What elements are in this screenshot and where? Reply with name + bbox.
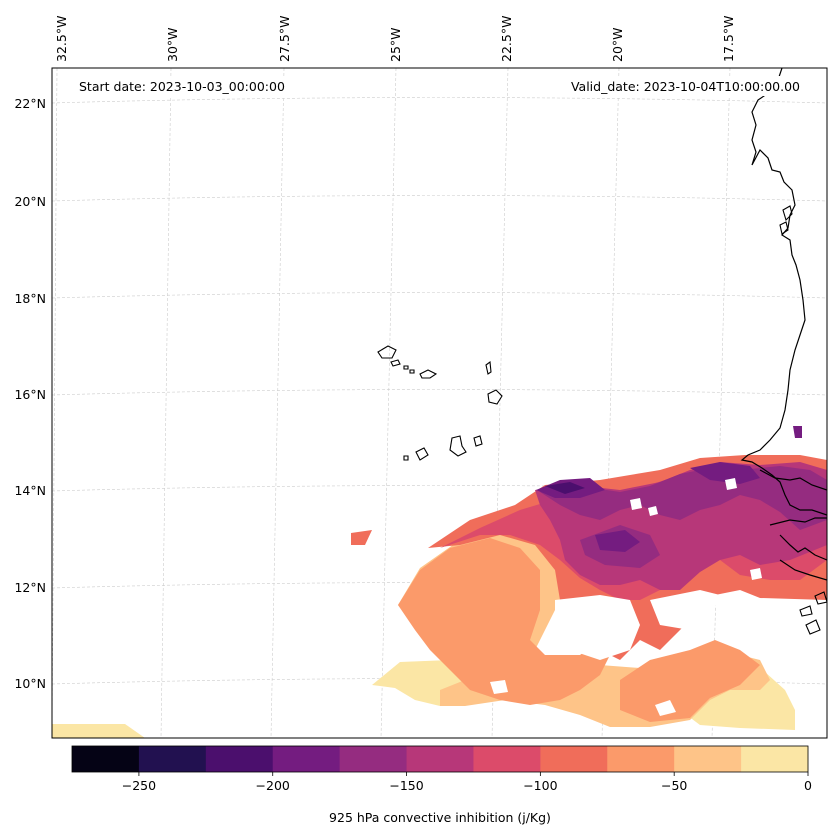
lat-label: 16°N xyxy=(14,387,46,402)
map-frame xyxy=(51,67,828,739)
lat-label: 12°N xyxy=(14,580,46,595)
cin-contours xyxy=(52,426,827,738)
contour-band-200-175 xyxy=(793,426,802,438)
colorbar-ticks: −250 −200 −150 −100 −50 0 xyxy=(122,772,812,793)
contour-band-200-175 xyxy=(690,462,760,484)
colorbar-tick-label: 0 xyxy=(804,778,812,793)
gridlines xyxy=(52,68,827,738)
lon-label: 32.5°W xyxy=(54,16,69,62)
colorbar-tick-label: −250 xyxy=(122,778,156,793)
lon-label: 27.5°W xyxy=(277,16,292,62)
contour-band-175-150 xyxy=(540,466,827,530)
coast-south xyxy=(779,559,827,581)
colorbar-swatch xyxy=(272,746,341,772)
mask-hole xyxy=(725,478,737,490)
colorbar: −250 −200 −150 −100 −50 0 925 hPa convective … xyxy=(71,745,812,825)
mask-hole xyxy=(650,590,720,630)
colorbar-swatch xyxy=(607,746,675,772)
colorbar-swatch xyxy=(741,746,809,772)
colorbar-swatch xyxy=(406,746,474,772)
colorbar-tick-label: −50 xyxy=(661,778,687,793)
lat-label: 14°N xyxy=(14,483,46,498)
colorbar-swatch xyxy=(72,746,140,772)
lat-label: 20°N xyxy=(14,194,46,209)
mask-hole xyxy=(630,498,642,510)
colorbar-label: 925 hPa convective inhibition (j/Kg) xyxy=(329,810,551,825)
lon-label: 25°W xyxy=(388,27,403,62)
coastlines xyxy=(740,68,827,581)
mask-hole xyxy=(750,568,762,580)
lat-label: 22°N xyxy=(14,96,46,111)
contour-band-225-200 xyxy=(545,482,585,494)
lon-label: 17.5°W xyxy=(721,16,736,62)
mask-hole xyxy=(655,700,676,716)
guinea-bissau-coast xyxy=(779,534,827,561)
cape-verde-islands xyxy=(377,205,827,635)
senegal-border xyxy=(759,469,827,491)
contour-band-200-175 xyxy=(595,530,640,552)
lat-label: 18°N xyxy=(14,291,46,306)
contour-band-100-75 xyxy=(351,530,372,545)
start-date-bg xyxy=(74,76,314,96)
colorbar-tick-label: −100 xyxy=(523,778,557,793)
africa-coastline xyxy=(740,68,827,516)
contour-band-25-0 xyxy=(52,724,145,738)
start-date-text: Start date: 2023-10-03_00:00:00 xyxy=(79,79,285,94)
contour-band-75-50 xyxy=(398,538,610,705)
contour-band-75-50 xyxy=(620,640,760,722)
colorbar-frame xyxy=(71,745,809,773)
colorbar-swatch xyxy=(674,746,742,772)
mask-hole xyxy=(490,680,508,694)
gambia-outline xyxy=(769,517,827,526)
mask-hole xyxy=(648,506,658,516)
colorbar-tick-label: −150 xyxy=(389,778,423,793)
lat-label: 10°N xyxy=(14,676,46,691)
mask-hole xyxy=(555,595,640,660)
lon-label: 30°W xyxy=(165,27,180,62)
colorbar-swatch xyxy=(339,746,408,772)
valid-date-text: Valid_date: 2023-10-04T10:00:00.00 xyxy=(571,79,800,94)
lon-label: 20°W xyxy=(610,27,625,62)
valid-date-bg xyxy=(540,76,804,96)
colorbar-swatch xyxy=(138,746,207,772)
lon-label: 22.5°W xyxy=(499,16,514,62)
longitude-labels: 32.5°W 30°W 27.5°W 25°W 22.5°W 20°W 17.5… xyxy=(54,16,736,62)
colorbar-swatch xyxy=(473,746,541,772)
latitude-labels: 22°N 20°N 18°N 16°N 14°N 12°N 10°N xyxy=(14,96,46,691)
colorbar-swatch xyxy=(540,746,608,772)
colorbar-swatches xyxy=(72,746,809,772)
colorbar-swatch xyxy=(205,746,274,772)
colorbar-tick-label: −200 xyxy=(256,778,290,793)
